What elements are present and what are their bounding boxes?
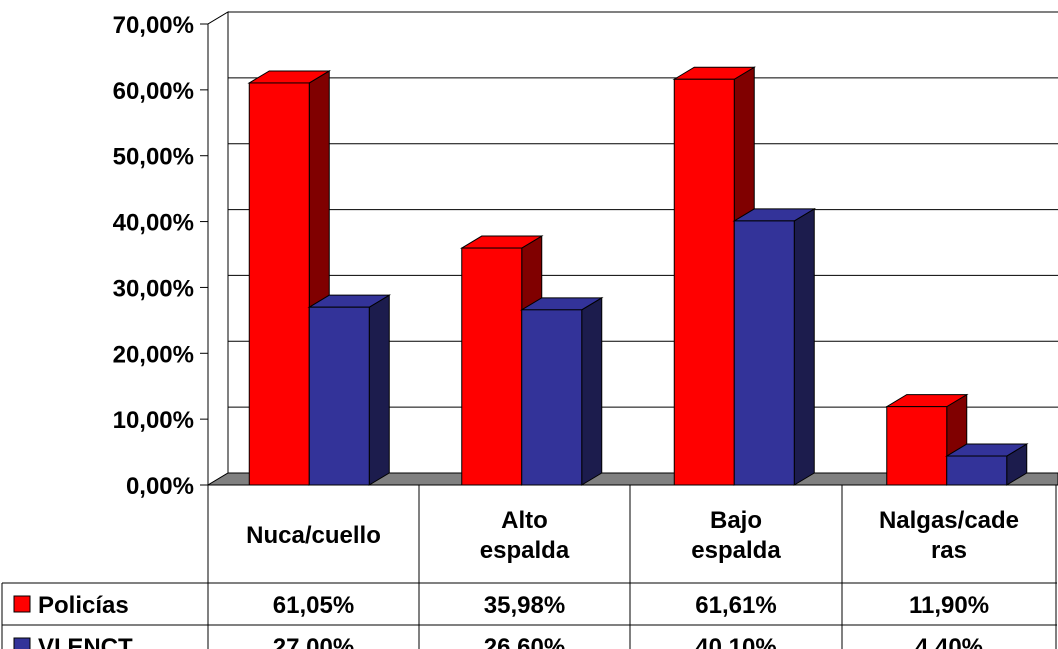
data-label: 61,61% [695, 592, 776, 619]
y-tick-label: 0,00% [126, 473, 194, 500]
bar-side [793, 208, 815, 486]
bar-front [461, 247, 523, 486]
legend-label: VI ENCT [38, 634, 133, 649]
data-table: Nuca/cuello Alto espalda Bajo espalda Nalgas/… [1, 485, 1057, 649]
bar [944, 443, 1029, 486]
bar-front [308, 306, 370, 486]
y-tick-label: 10,00% [113, 407, 194, 434]
data-label: 35,98% [484, 592, 565, 619]
y-tick-label: 70,00% [113, 12, 194, 39]
category-label: Nalgas/cade ras [879, 507, 1019, 564]
data-label: 26,60% [484, 634, 565, 649]
y-tick-label: 40,00% [113, 210, 194, 237]
legend-key [13, 637, 31, 649]
y-tick-label: 50,00% [113, 144, 194, 171]
bar-side [581, 296, 603, 486]
bar-front [886, 406, 948, 486]
y-tick-label: 60,00% [113, 78, 194, 105]
data-label: 27,00% [273, 634, 354, 649]
bar-front [248, 82, 310, 486]
side-wall [207, 11, 229, 486]
y-axis-ticks: 0,00% 10,00% 20,00% 30,00% 40,00% 50,00% 60,00… [113, 12, 208, 500]
category-label: Nuca/cuello [246, 522, 381, 549]
bar-front [521, 309, 583, 486]
bar [307, 294, 392, 486]
data-label: 11,90% [909, 592, 989, 619]
bar [459, 235, 544, 486]
bar-front [946, 455, 1008, 486]
y-tick-label: 20,00% [113, 341, 194, 368]
bar-front [733, 220, 795, 486]
bar [732, 208, 817, 486]
legend-label: Policías [38, 592, 129, 619]
category-label: Bajo espalda [691, 507, 781, 564]
data-label: 61,05% [273, 592, 354, 619]
legend-key [13, 595, 31, 613]
bars [247, 66, 1029, 486]
data-label: 4,40% [915, 634, 983, 649]
y-tick-label: 30,00% [113, 275, 194, 302]
bar [519, 296, 604, 486]
bar-side [368, 294, 390, 486]
bar-front [673, 78, 735, 486]
category-label: Alto espalda [480, 507, 570, 564]
data-label: 40,10% [695, 634, 776, 649]
